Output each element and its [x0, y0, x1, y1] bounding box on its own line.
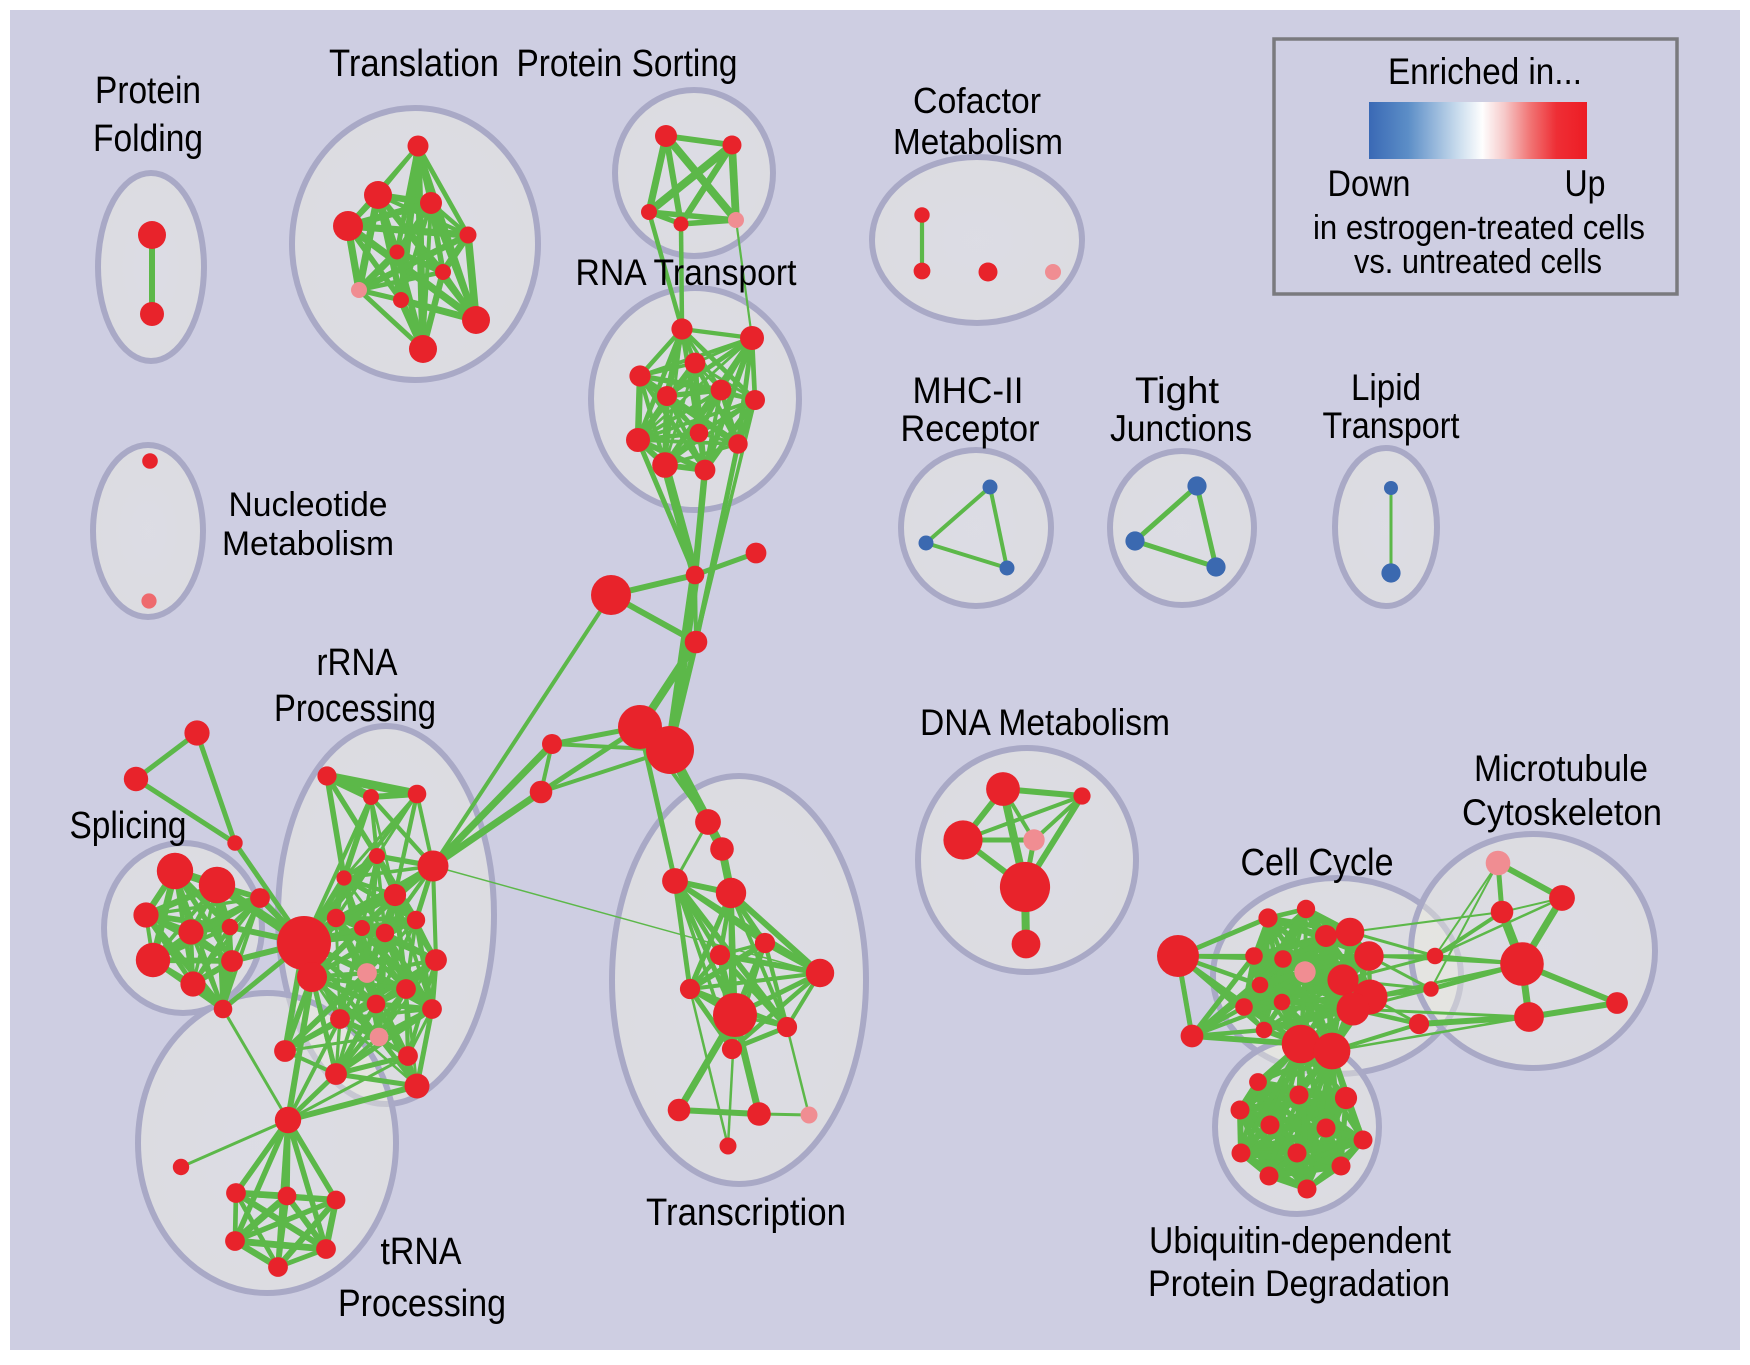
svg-text:Metabolism: Metabolism: [893, 121, 1063, 162]
svg-text:vs. untreated cells: vs. untreated cells: [1354, 243, 1602, 281]
svg-text:Up: Up: [1565, 163, 1606, 204]
svg-text:Down: Down: [1328, 163, 1411, 204]
svg-text:Protein: Protein: [95, 70, 201, 112]
svg-text:Microtubule: Microtubule: [1474, 748, 1648, 789]
svg-text:Nucleotide: Nucleotide: [229, 486, 388, 524]
svg-text:tRNA: tRNA: [381, 1231, 463, 1273]
svg-text:Protein Sorting: Protein Sorting: [517, 43, 738, 85]
svg-text:Processing: Processing: [338, 1283, 506, 1325]
svg-text:Cell Cycle: Cell Cycle: [1241, 842, 1394, 884]
svg-text:Transport: Transport: [1323, 405, 1461, 446]
svg-text:Metabolism: Metabolism: [222, 525, 394, 563]
svg-text:RNA Transport: RNA Transport: [576, 252, 798, 293]
svg-text:Cofactor: Cofactor: [913, 80, 1041, 121]
svg-text:MHC-II: MHC-II: [913, 370, 1024, 411]
svg-text:Tight: Tight: [1135, 370, 1220, 411]
svg-text:Protein Degradation: Protein Degradation: [1148, 1263, 1450, 1304]
svg-text:Enriched in...: Enriched in...: [1388, 51, 1582, 92]
svg-text:DNA Metabolism: DNA Metabolism: [920, 702, 1170, 743]
svg-text:Transcription: Transcription: [646, 1192, 846, 1234]
svg-text:Receptor: Receptor: [901, 408, 1040, 449]
svg-text:Lipid: Lipid: [1351, 367, 1421, 408]
svg-text:in estrogen-treated cells: in estrogen-treated cells: [1313, 209, 1645, 247]
svg-text:Translation: Translation: [329, 43, 499, 85]
svg-text:Folding: Folding: [93, 118, 203, 160]
svg-text:Junctions: Junctions: [1110, 408, 1252, 449]
svg-text:rRNA: rRNA: [317, 642, 399, 684]
svg-text:Cytoskeleton: Cytoskeleton: [1462, 792, 1662, 833]
svg-text:Splicing: Splicing: [70, 805, 187, 847]
svg-text:Ubiquitin-dependent: Ubiquitin-dependent: [1149, 1220, 1452, 1261]
svg-text:Processing: Processing: [274, 688, 436, 730]
